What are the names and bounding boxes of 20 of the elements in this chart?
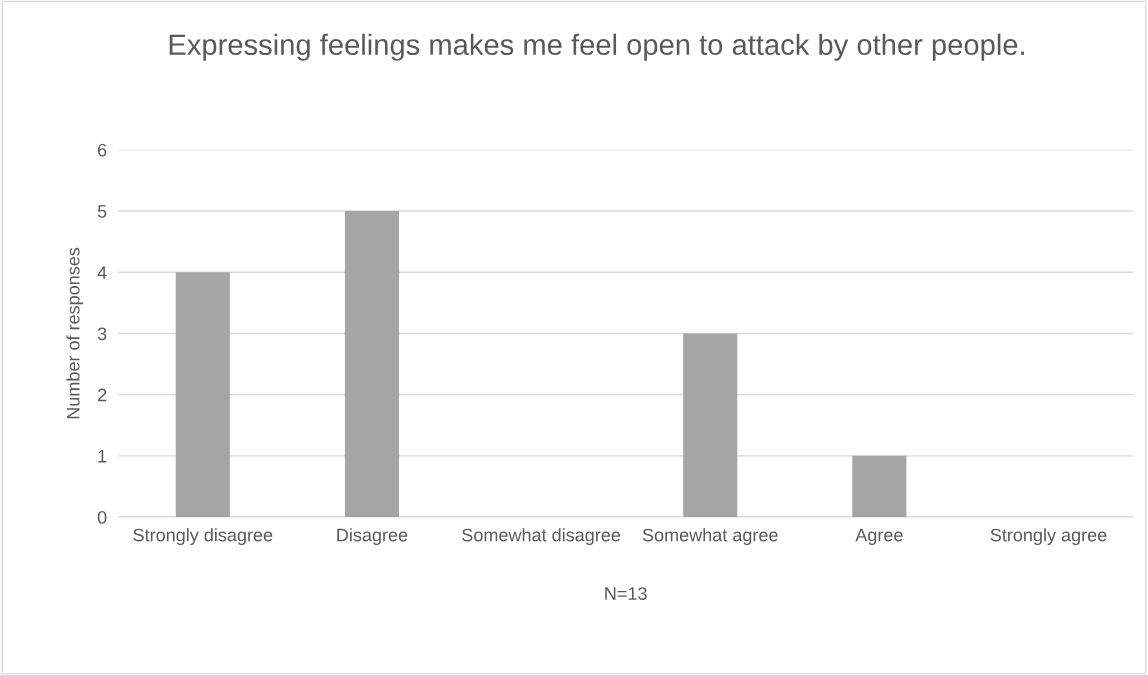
chart-title: Expressing feelings makes me feel open to attack by other people. [169,33,1024,61]
y-tick-label: 5 [97,205,107,218]
y-tick-label: 1 [98,449,107,463]
x-tick-label: Strongly agree [990,528,1107,545]
y-tick-label: 0 [97,510,107,524]
x-axis-title: N=13 [605,587,647,600]
x-tick-label: Disagree [337,528,408,545]
x-tick-label: Agree [855,528,903,545]
y-axis-title: Number of responses [66,247,84,419]
bar [344,211,400,518]
y-tick-label: 2 [98,388,107,402]
bar [175,272,230,518]
x-tick-label: Somewhat disagree [462,528,621,545]
bar [683,333,738,518]
y-tick-label: 6 [98,143,107,157]
y-tick-label: 3 [97,327,107,341]
y-tick-label: 4 [97,266,107,279]
x-tick-label: Strongly disagree [133,528,273,545]
x-tick-label: Somewhat agree [642,528,778,545]
bar [852,455,907,518]
